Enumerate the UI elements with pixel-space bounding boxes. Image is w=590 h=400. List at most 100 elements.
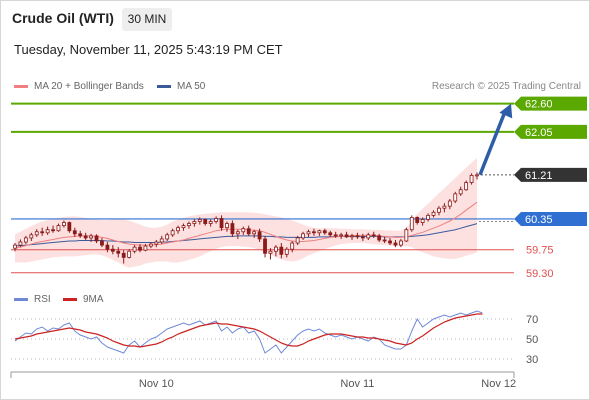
level-label-60.35: 60.35	[525, 214, 553, 226]
candle-body	[393, 242, 398, 246]
candle	[208, 219, 213, 227]
level-label-61.21: 61.21	[525, 170, 553, 182]
legend-rsi-ma: 9MA	[63, 294, 104, 305]
candle	[377, 233, 382, 243]
candle	[29, 232, 34, 241]
candle-body	[442, 205, 447, 209]
level-tag-bg	[514, 96, 587, 111]
rsi-swatch	[14, 298, 28, 301]
candle-body	[132, 246, 137, 252]
candle	[279, 243, 284, 259]
candle-body	[159, 238, 164, 243]
candle	[56, 223, 61, 232]
candle	[360, 233, 365, 241]
rsi-ma-label: 9MA	[83, 294, 104, 305]
ma20-swatch	[14, 85, 28, 88]
level-tag-61.21: 61.21	[514, 167, 587, 182]
candle-body	[322, 230, 327, 234]
candle-body	[475, 174, 479, 177]
candle-body	[116, 250, 121, 254]
candle	[317, 229, 322, 236]
level-tag-bg	[514, 124, 587, 139]
candle-body	[399, 240, 403, 246]
candle-body	[366, 234, 371, 239]
candle-body	[45, 229, 50, 234]
level-tag-60.35: 60.35	[514, 211, 587, 226]
candle	[230, 220, 235, 237]
candle-body	[105, 244, 110, 250]
x-axis-label-nov-12: Nov 12	[481, 378, 516, 390]
candle-body	[121, 252, 126, 258]
candle-body	[230, 223, 235, 235]
candle-body	[312, 231, 316, 234]
level-label-59.30: 59.30	[526, 268, 554, 280]
candle	[295, 235, 300, 246]
level-label-62.05: 62.05	[525, 127, 553, 139]
legend-ma20: MA 20 + Bollinger Bands	[14, 81, 144, 92]
candle-body	[94, 235, 99, 242]
level-tag-62.05: 62.05	[514, 124, 587, 139]
candle-body	[431, 211, 436, 216]
candle-body	[214, 218, 219, 222]
rsi-tick-50: 50	[526, 334, 538, 346]
candle	[284, 247, 289, 258]
level-tag-62.60: 62.60	[514, 96, 587, 111]
candle-body	[447, 200, 452, 207]
candle	[322, 228, 327, 235]
rsi-label: RSI	[34, 294, 51, 305]
candle-body	[72, 230, 77, 235]
candle	[409, 215, 414, 232]
candle	[306, 229, 311, 237]
candle-body	[464, 182, 469, 191]
candle	[246, 225, 251, 236]
candle	[350, 233, 354, 240]
instrument-title: Crude Oil (WTI)	[12, 10, 114, 26]
candle-body	[252, 231, 257, 235]
candle-body	[355, 235, 360, 238]
candle-body	[83, 235, 88, 239]
candle	[121, 250, 126, 264]
candle	[437, 206, 441, 216]
bollinger-band-area	[15, 158, 477, 268]
candle-body	[268, 250, 273, 254]
forecast-arrow-head	[499, 103, 513, 119]
candle-body	[208, 221, 213, 224]
candle-body	[241, 228, 246, 233]
candle	[257, 228, 262, 243]
candle	[263, 235, 267, 258]
ma20-label: MA 20 + Bollinger Bands	[34, 81, 144, 92]
candle-body	[40, 231, 45, 234]
candle	[431, 210, 436, 218]
candle	[159, 235, 164, 245]
candle	[51, 225, 55, 233]
candle-body	[306, 231, 311, 235]
candle	[312, 228, 316, 236]
candle-body	[51, 229, 55, 232]
candle-body	[360, 236, 365, 239]
candle-body	[279, 246, 284, 255]
candle	[333, 231, 338, 238]
candle	[420, 217, 425, 226]
candle-body	[371, 234, 376, 237]
candle	[458, 186, 463, 196]
candle-body	[18, 241, 23, 246]
candle-body	[404, 229, 409, 242]
candle	[45, 226, 50, 235]
candle	[404, 227, 409, 243]
candle	[426, 213, 430, 222]
candle	[78, 230, 83, 238]
forecast-arrow-shaft	[478, 111, 507, 176]
candle-body	[339, 234, 344, 237]
candle-body	[219, 218, 224, 229]
candle-body	[192, 221, 197, 224]
candle	[181, 223, 186, 231]
timeframe-badge[interactable]: 30 MIN	[122, 8, 172, 31]
candle	[40, 227, 45, 236]
candle-body	[225, 223, 229, 229]
candle	[165, 232, 170, 241]
candle	[339, 232, 344, 239]
candle-body	[165, 234, 170, 240]
candle	[110, 245, 115, 255]
candle-body	[453, 193, 458, 202]
